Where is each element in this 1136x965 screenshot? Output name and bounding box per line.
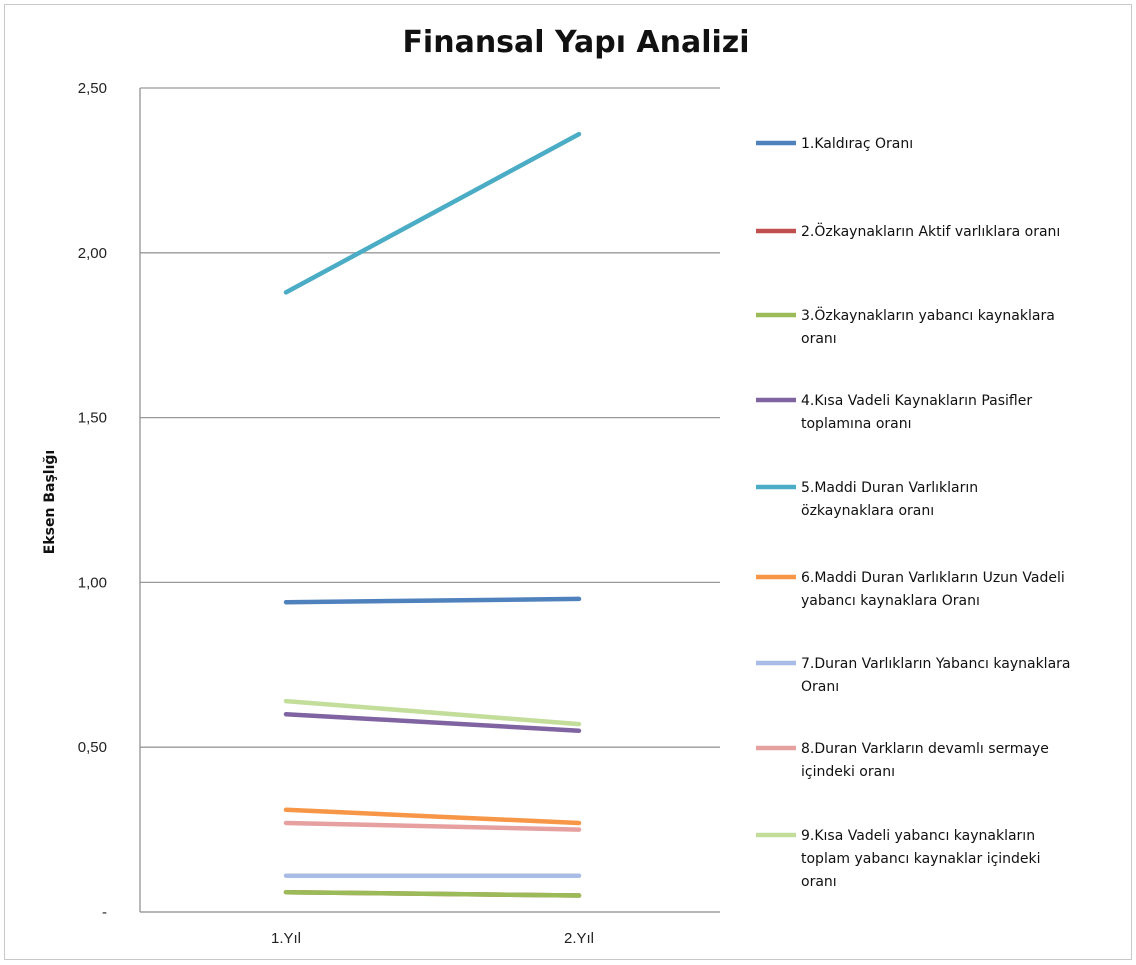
legend-label: oranı: [801, 874, 837, 890]
y-tick-label: -: [102, 904, 107, 921]
series-line-5: [283, 131, 582, 295]
legend: 1.Kaldıraç Oranı 2.Özkaynakların Aktif va…: [756, 136, 1071, 890]
x-tick-label: 1.Yıl: [271, 930, 301, 947]
x-tick-label: 2.Yıl: [564, 930, 594, 947]
gridlines: [139, 87, 720, 913]
legend-label: toplam yabancı kaynaklar içindeki: [801, 851, 1041, 867]
series-lines: [283, 131, 582, 898]
series-line-4: [283, 711, 582, 733]
series-line-6: [283, 807, 582, 826]
legend-label: oranı: [801, 331, 837, 347]
legend-label: özkaynaklara oranı: [801, 503, 934, 519]
legend-label: toplamına oranı: [801, 416, 912, 432]
legend-label: içindeki oranı: [801, 764, 895, 780]
legend-label: 3.Özkaynakların yabancı kaynaklara: [801, 306, 1055, 324]
y-tick-labels: - 0,50 1,00 1,50 2,00 2,50: [78, 80, 107, 921]
legend-label: 7.Duran Varlıkların Yabancı kaynaklara: [801, 656, 1071, 672]
y-tick-label: 0,50: [78, 739, 107, 756]
y-tick-label: 2,00: [78, 245, 107, 262]
series-line-1: [283, 596, 582, 605]
y-tick-label: 1,00: [78, 574, 107, 591]
legend-label: 4.Kısa Vadeli Kaynakların Pasifler: [801, 393, 1032, 409]
legend-label: 2.Özkaynakların Aktif varlıklara oranı: [801, 222, 1060, 240]
y-axis-label: Eksen Başlığı: [42, 450, 58, 554]
series-line-8: [283, 820, 582, 832]
chart-frame: [4, 4, 1132, 960]
chart-title: Finansal Yapı Analizi: [402, 25, 749, 60]
series-line-9: [283, 698, 582, 727]
series-line-3: [283, 889, 582, 898]
legend-label: 9.Kısa Vadeli yabancı kaynakların: [801, 828, 1035, 844]
legend-label: 5.Maddi Duran Varlıkların: [801, 480, 978, 496]
y-tick-label: 2,50: [78, 80, 107, 97]
x-tick-labels: 1.Yıl 2.Yıl: [271, 930, 594, 947]
legend-label: 6.Maddi Duran Varlıkların Uzun Vadeli: [801, 570, 1065, 586]
legend-label: yabancı kaynaklara Oranı: [801, 593, 980, 609]
legend-label: Oranı: [801, 679, 839, 695]
legend-label: 8.Duran Varkların devamlı sermaye: [801, 741, 1049, 757]
y-tick-label: 1,50: [78, 410, 107, 427]
legend-label: 1.Kaldıraç Oranı: [801, 136, 913, 152]
